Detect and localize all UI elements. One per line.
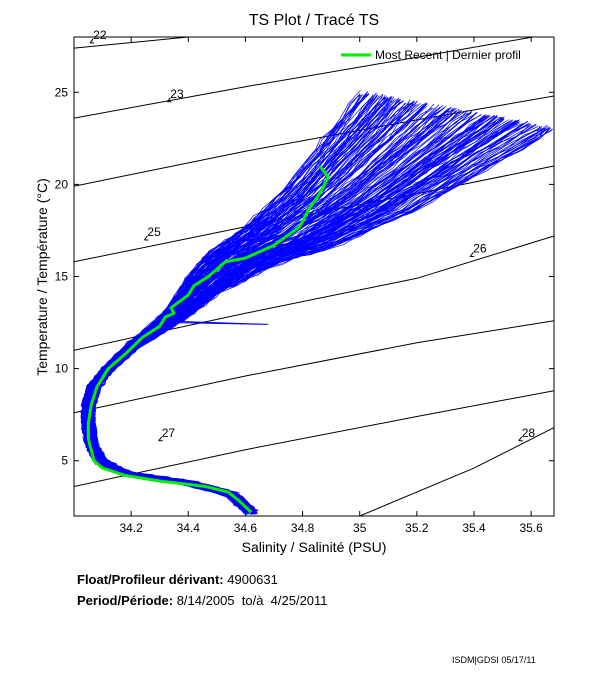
profile-line bbox=[81, 92, 369, 512]
profile-line bbox=[85, 107, 456, 512]
profile-line bbox=[80, 93, 370, 515]
chart-title: TS Plot / Tracé TS bbox=[249, 12, 379, 29]
contour-label: 23 bbox=[170, 87, 184, 101]
profile-line bbox=[82, 99, 411, 515]
y-tick-label: 20 bbox=[55, 177, 69, 191]
profile-line bbox=[81, 95, 378, 511]
profile-line bbox=[84, 108, 438, 514]
y-axis-label: Temperature / Température (°C) bbox=[34, 178, 50, 376]
footer-credit: ISDM|GDSI 05/17/11 bbox=[452, 655, 536, 665]
profile-line bbox=[84, 103, 424, 511]
profile-line bbox=[88, 115, 488, 512]
contour-marker bbox=[89, 38, 95, 44]
profile-line bbox=[83, 103, 418, 511]
contour-marker bbox=[469, 252, 475, 258]
period-label: Period/Période: bbox=[77, 593, 174, 608]
density-contour bbox=[74, 390, 554, 487]
profile-line bbox=[89, 113, 487, 513]
x-axis-label: Salinity / Salinité (PSU) bbox=[242, 539, 387, 555]
profile-line bbox=[88, 115, 487, 514]
profile-line bbox=[88, 114, 495, 511]
contour-marker bbox=[158, 436, 163, 442]
profile-line bbox=[83, 103, 421, 513]
contour-marker bbox=[144, 235, 149, 241]
y-tick-label: 25 bbox=[55, 85, 69, 99]
profile-line bbox=[86, 107, 452, 515]
legend: Most Recent | Dernier profil bbox=[341, 48, 521, 62]
period-range: 8/14/2005 to/à 4/25/2011 bbox=[176, 593, 328, 608]
y-tick-label: 15 bbox=[55, 270, 69, 284]
profile-line bbox=[84, 104, 427, 513]
x-tick-label: 34.8 bbox=[291, 521, 315, 535]
float-id: 4900631 bbox=[227, 572, 278, 587]
profile-line bbox=[82, 94, 361, 512]
profile-line bbox=[91, 127, 545, 514]
x-tick-label: 35 bbox=[353, 521, 367, 535]
profile-line bbox=[86, 107, 450, 512]
profile-line bbox=[85, 109, 461, 512]
profile-line bbox=[85, 108, 443, 514]
profile-line bbox=[89, 120, 511, 513]
profile-line bbox=[84, 103, 411, 512]
profile-line bbox=[87, 114, 485, 513]
profile-line bbox=[86, 107, 455, 513]
density-contour bbox=[74, 37, 189, 49]
density-contour bbox=[359, 427, 554, 516]
legend-label: Most Recent | Dernier profil bbox=[375, 48, 521, 62]
x-tick-label: 35.6 bbox=[519, 521, 543, 535]
profile-line bbox=[82, 99, 391, 512]
y-tick-label: 5 bbox=[61, 454, 68, 468]
contour-marker bbox=[166, 97, 172, 103]
contour-label: 25 bbox=[147, 225, 161, 239]
profile-line bbox=[83, 100, 418, 513]
profile-line bbox=[81, 97, 389, 513]
profile-line bbox=[84, 103, 435, 512]
profile-line bbox=[88, 114, 489, 514]
contour-label: 22 bbox=[93, 28, 107, 42]
profile-line bbox=[81, 96, 385, 515]
profile-line bbox=[84, 105, 426, 513]
x-tick-label: 35.2 bbox=[405, 521, 429, 535]
x-tick-label: 35.4 bbox=[462, 521, 486, 535]
x-tick-label: 34.4 bbox=[177, 521, 201, 535]
profile-line bbox=[82, 97, 400, 513]
profile-line bbox=[81, 97, 387, 514]
profile-line bbox=[87, 117, 491, 512]
profile-line bbox=[85, 105, 447, 514]
profile-line bbox=[89, 116, 505, 513]
density-contour bbox=[74, 37, 536, 119]
profile-line bbox=[90, 123, 523, 512]
profile-line bbox=[88, 115, 485, 515]
profile-line bbox=[159, 320, 269, 325]
x-tick-label: 34.6 bbox=[234, 521, 258, 535]
contour-label: 28 bbox=[522, 426, 536, 440]
contour-marker bbox=[518, 436, 523, 442]
most-recent-profile bbox=[86, 165, 330, 514]
contour-label: 27 bbox=[162, 426, 176, 440]
y-tick-label: 10 bbox=[55, 362, 69, 376]
contour-label: 26 bbox=[473, 242, 487, 256]
float-info: Float/Profileur dérivant: 4900631 bbox=[77, 572, 278, 587]
x-tick-label: 34.2 bbox=[119, 521, 143, 535]
profile-line bbox=[81, 94, 363, 512]
profile-line bbox=[84, 102, 406, 513]
profile-line bbox=[85, 108, 449, 512]
profile-line bbox=[90, 122, 525, 512]
float-label: Float/Profileur dérivant: bbox=[77, 572, 224, 587]
period-info: Period/Période: 8/14/2005 to/à 4/25/2011 bbox=[77, 593, 328, 608]
profile-line bbox=[87, 105, 444, 512]
density-contour bbox=[74, 320, 554, 414]
